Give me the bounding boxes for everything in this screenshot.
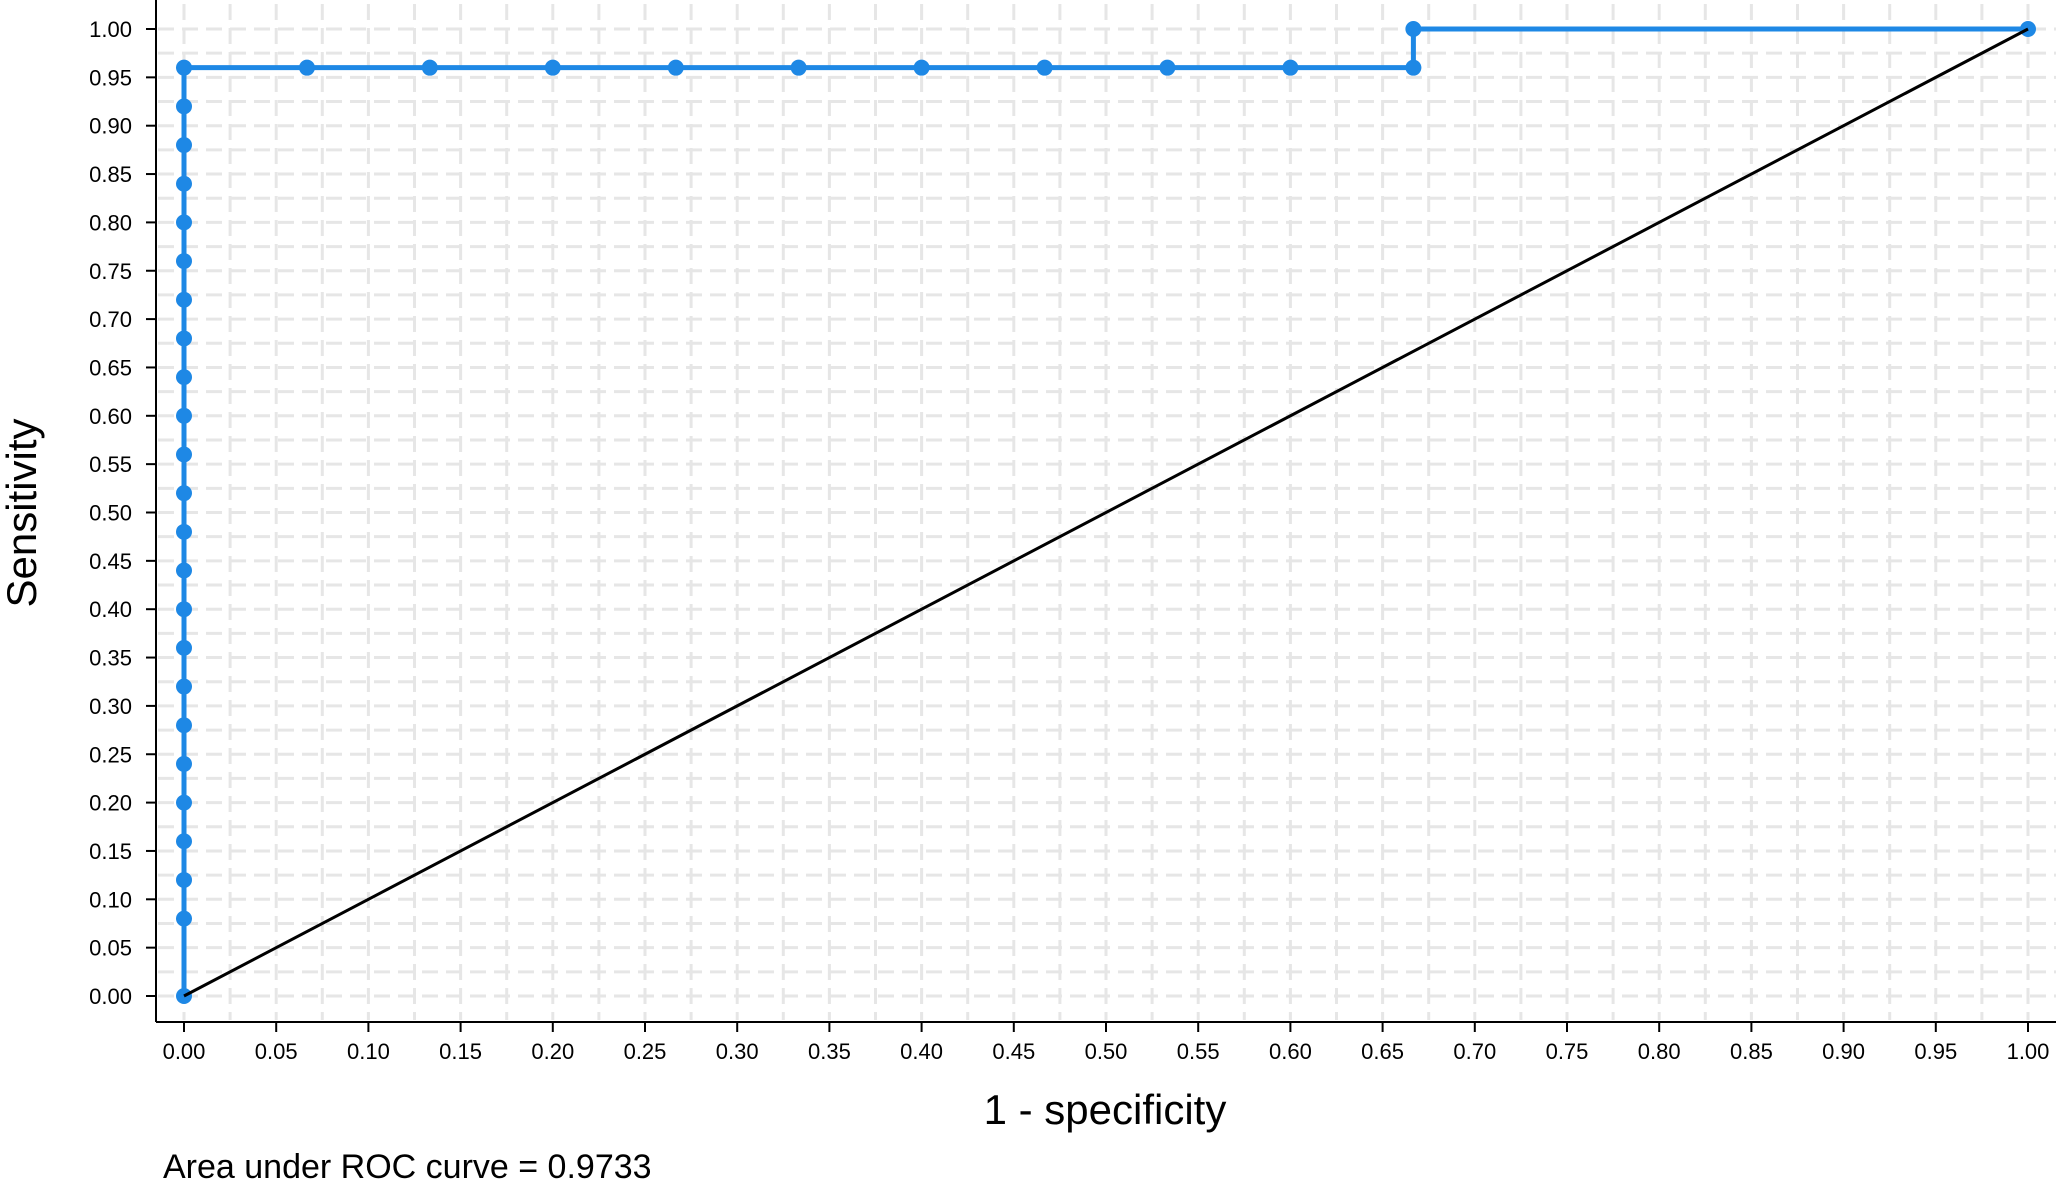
reference-diagonal-line [183, 27, 2029, 998]
roc-curve-point [421, 59, 438, 76]
y-tick-label: 0.90 [89, 114, 132, 139]
y-tick-label: 0.70 [89, 307, 132, 332]
y-tick-label: 0.15 [89, 839, 132, 864]
roc-curve-point [176, 98, 192, 115]
x-tick-label: 0.50 [1085, 1039, 1128, 1064]
x-tick-label: 0.45 [992, 1039, 1035, 1064]
roc-curve-point [176, 214, 192, 231]
x-tick-label: 0.75 [1546, 1039, 1589, 1064]
roc-curve-point [1405, 21, 1422, 37]
y-tick-label: 0.35 [89, 646, 132, 671]
x-tick-label: 0.30 [716, 1039, 759, 1064]
y-axis-title: Sensitivity [0, 418, 45, 607]
x-tick-label: 0.60 [1269, 1039, 1312, 1064]
y-tick-label: 0.45 [89, 549, 132, 574]
roc-curve-point [913, 59, 930, 76]
y-tick-label: 0.25 [89, 742, 132, 767]
y-tick-label: 0.60 [89, 404, 132, 429]
roc-curve-point [176, 601, 192, 618]
roc-curve-point [176, 446, 192, 463]
roc-curve-point [176, 407, 192, 424]
x-tick-label: 0.85 [1730, 1039, 1773, 1064]
y-tick-label: 0.30 [89, 694, 132, 719]
y-tick-label: 0.40 [89, 597, 132, 622]
roc-curve-point [544, 59, 561, 76]
x-tick-label: 0.65 [1361, 1039, 1404, 1064]
roc-curve-point [176, 137, 192, 154]
roc-curve-point [176, 794, 192, 811]
y-tick-label: 0.80 [89, 210, 132, 235]
roc-curve-point [298, 59, 315, 76]
roc-curve-point [176, 253, 192, 270]
y-tick-label: 0.50 [89, 501, 132, 526]
x-tick-label: 0.15 [439, 1039, 482, 1064]
x-tick-label: 0.95 [1914, 1039, 1957, 1064]
roc-curve-point [1405, 59, 1422, 76]
y-tick-label: 1.00 [89, 17, 132, 42]
roc-curve-point [176, 871, 192, 888]
roc-curve-point [1159, 59, 1176, 76]
roc-curve-point [176, 562, 192, 579]
y-tick-label: 0.95 [89, 65, 132, 90]
roc-curve-point [176, 369, 192, 386]
roc-curve-point [667, 59, 684, 76]
x-tick-label: 0.80 [1638, 1039, 1681, 1064]
x-tick-label: 0.10 [347, 1039, 390, 1064]
roc-curve-point [176, 175, 192, 192]
roc-curve-point [176, 678, 192, 695]
x-tick-label: 0.00 [163, 1039, 206, 1064]
roc-curve-point [176, 755, 192, 772]
roc-curve-point [176, 639, 192, 656]
axes: 0.00 0.05 0.10 0.15 0.20 0.25 0.30 0.35 0.40 0.45… [89, 0, 2056, 1064]
x-tick-label: 0.70 [1453, 1039, 1496, 1064]
x-tick-label: 0.20 [531, 1039, 574, 1064]
roc-curve-point [176, 291, 192, 308]
x-tick-label: 0.35 [808, 1039, 851, 1064]
y-tick-label: 0.85 [89, 162, 132, 187]
y-tick-label: 0.55 [89, 452, 132, 477]
grid [158, 4, 2056, 1020]
auc-note: Area under ROC curve = 0.9733 [163, 1148, 652, 1186]
x-tick-label: 0.25 [624, 1039, 667, 1064]
y-tick-label: 0.75 [89, 259, 132, 284]
y-tick-label: 0.20 [89, 791, 132, 816]
x-tick-label: 0.90 [1822, 1039, 1865, 1064]
roc-curve-point [176, 330, 192, 347]
roc-curve-point [1282, 59, 1299, 76]
roc-curve-point [176, 485, 192, 502]
y-tick-label: 0.05 [89, 936, 132, 961]
series [176, 21, 2036, 1004]
x-tick-label: 0.05 [255, 1039, 298, 1064]
roc-curve-point [176, 59, 192, 76]
x-tick-label: 0.40 [900, 1039, 943, 1064]
x-tick-label: 1.00 [2007, 1039, 2050, 1064]
roc-curve-point [790, 59, 807, 76]
roc-curve-point [1036, 59, 1053, 76]
y-tick-label: 0.65 [89, 355, 132, 380]
x-axis-title: 1 - specificity [984, 1086, 1227, 1133]
y-tick-label: 0.10 [89, 887, 132, 912]
x-tick-label: 0.55 [1177, 1039, 1220, 1064]
roc-curve-point [176, 910, 192, 927]
roc-curve-point [176, 523, 192, 540]
roc-curve-point [176, 717, 192, 734]
y-tick-label: 0.00 [89, 984, 132, 1009]
roc-curve-point [176, 833, 192, 850]
